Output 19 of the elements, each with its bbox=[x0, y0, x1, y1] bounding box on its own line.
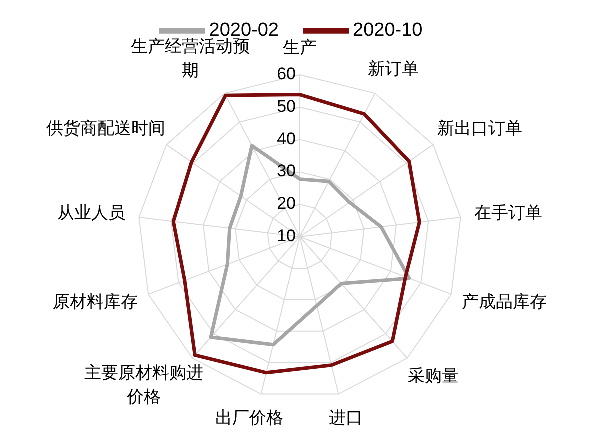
spoke-label: 主要原材料购进价格 bbox=[84, 364, 204, 408]
y-tick-label: 30 bbox=[277, 162, 296, 181]
spoke-label: 新出口订单 bbox=[437, 120, 522, 140]
y-tick-label: 40 bbox=[277, 129, 296, 148]
spoke-label: 原材料库存 bbox=[53, 293, 138, 314]
y-tick-label: 20 bbox=[277, 194, 296, 214]
spoke-label: 采购量 bbox=[408, 367, 460, 388]
y-tick-label: 10 bbox=[277, 226, 296, 246]
spoke-label: 从业人员 bbox=[58, 204, 126, 224]
spoke-label: 生产 bbox=[283, 38, 317, 58]
spoke-label: 产成品库存 bbox=[462, 293, 547, 314]
spoke-label: 在手订单 bbox=[474, 204, 542, 224]
spoke-label: 供货商配送时间 bbox=[46, 120, 166, 140]
spoke-label: 新订单 bbox=[368, 60, 420, 80]
y-tick-label: 50 bbox=[277, 96, 296, 116]
legend-label: 2020-10 bbox=[353, 20, 423, 42]
spoke-label: 进口 bbox=[329, 408, 364, 429]
y-tick-label: 60 bbox=[277, 64, 296, 84]
spoke-label: 出厂价格 bbox=[216, 408, 284, 429]
